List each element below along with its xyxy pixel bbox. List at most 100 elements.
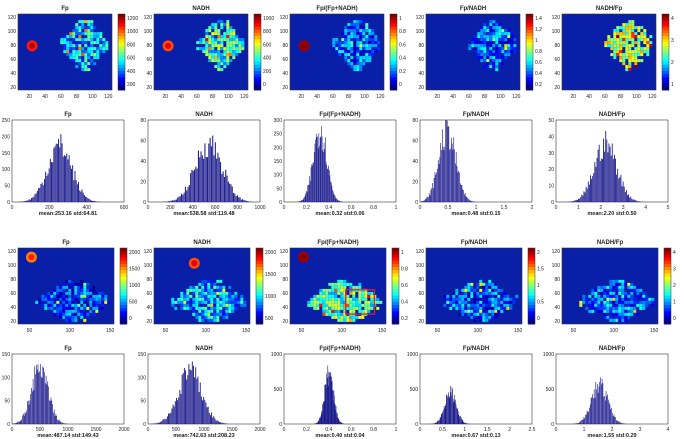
y-tick-label: 40 <box>146 71 152 77</box>
tissue-pixel <box>379 300 383 304</box>
colorbar-segment <box>118 39 125 43</box>
tissue-pixel <box>222 285 226 289</box>
histogram-bar <box>76 184 78 202</box>
tissue-pixel <box>350 44 354 48</box>
tissue-pixel <box>211 32 215 36</box>
colorbar-segment <box>526 77 533 81</box>
tissue-pixel <box>87 44 91 48</box>
tissue-pixel <box>50 297 54 301</box>
tissue-pixel <box>637 53 641 57</box>
tissue-pixel <box>75 50 79 54</box>
tissue-pixel <box>220 59 224 63</box>
tissue-pixel <box>371 35 375 39</box>
tissue-pixel <box>476 297 480 301</box>
histogram-bar <box>597 383 598 424</box>
histogram-bar <box>615 416 616 424</box>
tissue-pixel <box>645 303 649 307</box>
tissue-pixel <box>501 35 505 39</box>
tissue-pixel <box>648 297 652 301</box>
y-tick-label: 40 <box>412 159 418 165</box>
histogram-bar <box>181 374 183 424</box>
tissue-pixel <box>225 297 229 301</box>
tissue-pixel <box>625 53 629 57</box>
tissue-pixel <box>92 291 96 295</box>
tissue-pixel <box>597 300 601 304</box>
heatmap-panel <box>289 13 398 91</box>
colorbar-segment <box>528 301 535 306</box>
tissue-pixel <box>343 312 347 316</box>
histogram-bar <box>334 395 335 424</box>
histogram-bar <box>434 172 436 202</box>
tissue-pixel <box>75 56 79 60</box>
tissue-pixel <box>220 56 224 60</box>
tissue-pixel <box>458 300 462 304</box>
histogram-bar <box>337 413 338 424</box>
histogram-bar <box>60 421 62 424</box>
tissue-pixel <box>69 32 73 36</box>
tissue-pixel <box>467 309 471 313</box>
tissue-pixel <box>485 300 489 304</box>
colorbar-segment <box>392 263 399 268</box>
x-tick-label: 0.5 <box>445 205 452 211</box>
histogram-bar <box>430 189 432 202</box>
colorbar-segment <box>662 45 669 50</box>
tissue-pixel <box>347 53 351 57</box>
tissue-pixel <box>352 315 356 319</box>
tissue-pixel <box>202 47 206 51</box>
tissue-pixel <box>228 285 232 289</box>
tissue-pixel <box>603 291 607 295</box>
tissue-pixel <box>503 291 507 295</box>
tissue-pixel <box>340 288 344 292</box>
tissue-pixel <box>616 44 620 48</box>
colorbar-segment <box>120 292 127 296</box>
colorbar-segment <box>256 279 263 284</box>
tissue-pixel <box>201 300 205 304</box>
tissue-pixel <box>492 35 496 39</box>
tissue-pixel <box>89 303 93 307</box>
tissue-pixel <box>225 303 229 307</box>
histogram-bar <box>36 190 38 202</box>
tissue-pixel <box>498 26 502 30</box>
y-tick-label: 60 <box>418 291 424 297</box>
histogram-bar <box>606 139 608 202</box>
histogram-bar <box>328 385 329 424</box>
tissue-pixel <box>486 62 490 66</box>
histogram-bar <box>322 403 323 424</box>
histogram-bar <box>588 184 590 202</box>
colorbar-segment <box>662 36 669 40</box>
histogram-bar <box>622 423 623 424</box>
tissue-pixel <box>226 62 230 66</box>
tissue-pixel <box>316 297 320 301</box>
tissue-pixel <box>356 35 360 39</box>
tissue-pixel <box>510 35 514 39</box>
tissue-pixel <box>337 300 341 304</box>
tissue-pixel <box>74 306 78 310</box>
x-tick-label: 150 <box>242 328 251 334</box>
histogram-bar <box>221 422 223 424</box>
histogram-bar <box>156 422 158 424</box>
tissue-pixel <box>616 38 620 42</box>
colorbar-tick-label: 0.4 <box>535 71 542 77</box>
histogram-bar <box>453 137 455 202</box>
histogram-bar <box>335 410 336 424</box>
tissue-pixel <box>231 303 235 307</box>
tissue-pixel <box>486 65 490 69</box>
tissue-pixel <box>618 303 622 307</box>
tissue-pixel <box>331 312 335 316</box>
tissue-pixel <box>340 282 344 286</box>
tissue-pixel <box>180 303 184 307</box>
tissue-pixel <box>606 303 610 307</box>
tissue-pixel <box>482 318 486 322</box>
histogram-bar <box>186 379 188 424</box>
tissue-pixel <box>243 303 247 307</box>
y-tick-label: 20 <box>554 319 560 325</box>
tissue-pixel <box>467 297 471 301</box>
map-frame <box>153 13 249 91</box>
tissue-pixel <box>352 294 356 298</box>
tissue-pixel <box>625 41 629 45</box>
colorbar-segment <box>118 64 125 69</box>
tissue-pixel <box>332 47 336 51</box>
colorbar-segment <box>526 64 533 69</box>
x-tick-label: 20 <box>162 94 168 100</box>
tissue-pixel <box>504 38 508 42</box>
